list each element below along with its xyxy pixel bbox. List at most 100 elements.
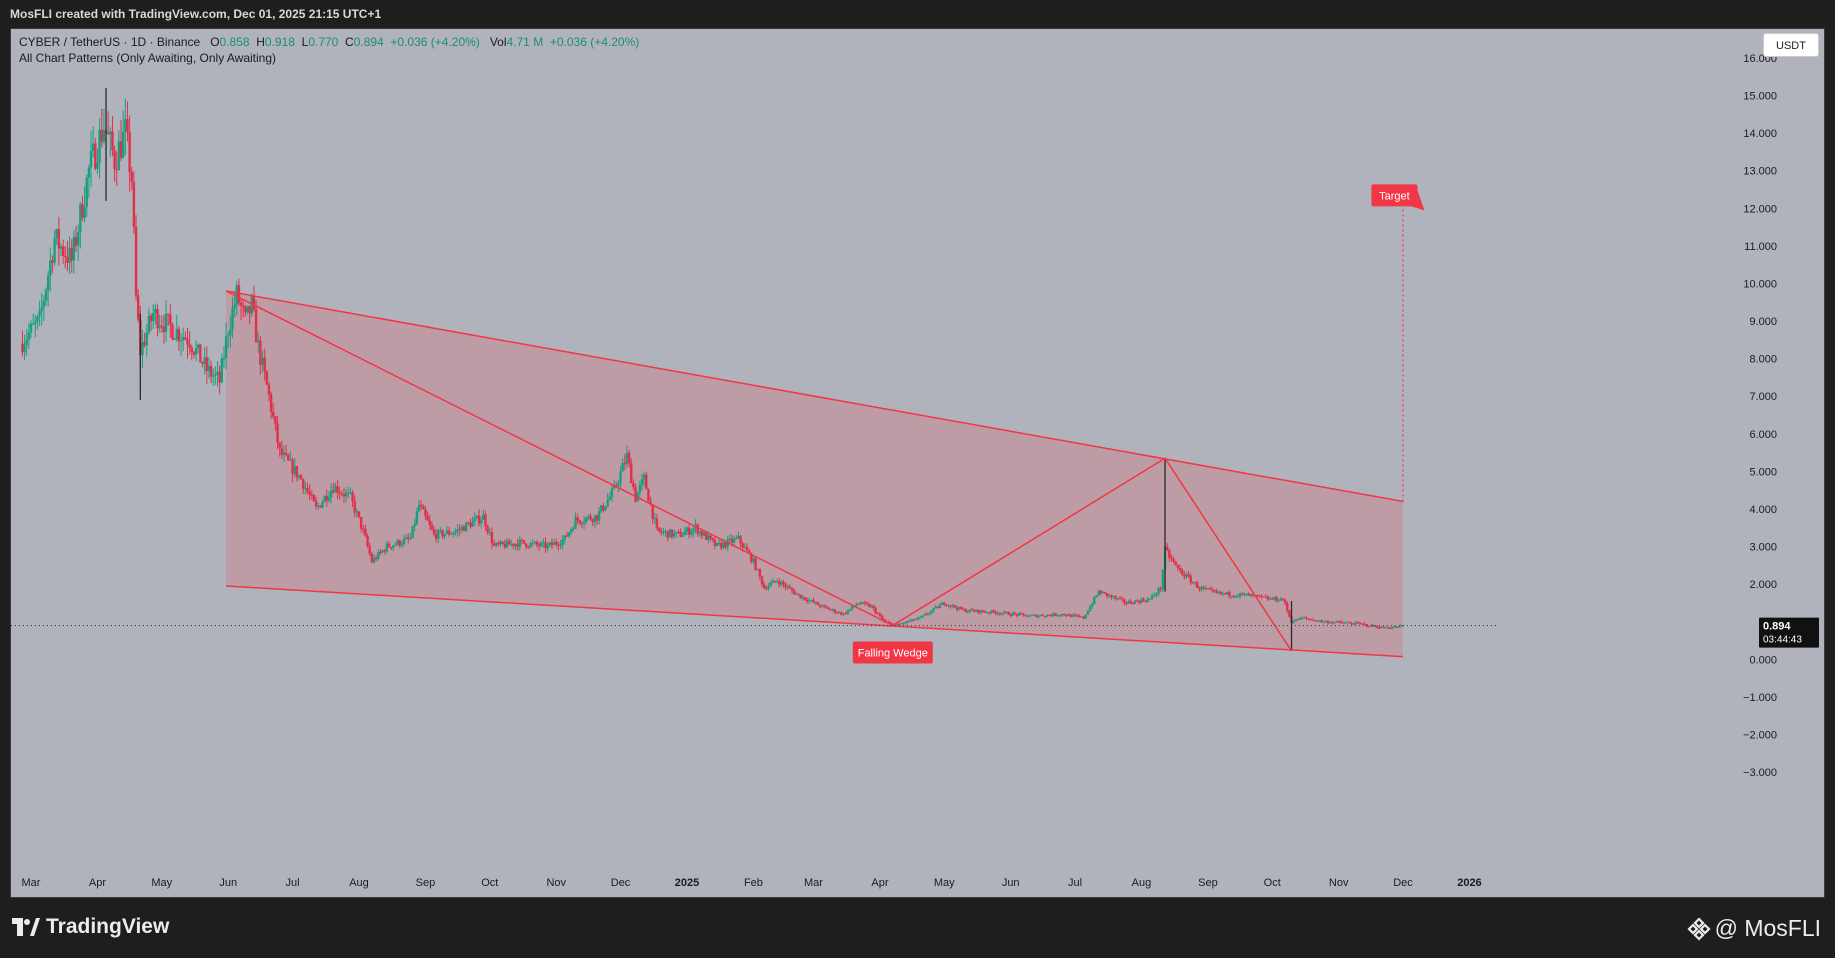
candle-body <box>876 613 879 615</box>
candle-body <box>606 499 609 507</box>
candle-body <box>227 335 230 337</box>
symbol-legend[interactable]: CYBER / TetherUS · 1D · Binance O0.858 H… <box>19 35 639 49</box>
x-tick-label: Aug <box>1132 877 1152 889</box>
candle-body <box>672 532 676 537</box>
candle-body <box>883 618 886 622</box>
candle-body <box>244 306 247 313</box>
candle-body <box>940 602 944 605</box>
candle-body <box>66 257 69 263</box>
candle-body <box>1215 591 1218 593</box>
candle-body <box>784 584 787 588</box>
candle-body <box>1189 576 1192 583</box>
candle-body <box>960 606 963 610</box>
candle-body <box>1202 587 1205 589</box>
candle-body <box>1245 593 1248 595</box>
indicator-legend[interactable]: All Chart Patterns (Only Awaiting, Only … <box>19 51 277 65</box>
candle-body <box>516 543 519 547</box>
candle-body <box>417 504 421 512</box>
candle-body <box>585 517 588 522</box>
candle-body <box>475 515 479 518</box>
candle-body <box>334 486 337 493</box>
candle-body <box>842 613 845 615</box>
candle-body <box>610 488 614 497</box>
candle-body <box>471 521 474 527</box>
candle-body <box>1082 616 1085 619</box>
candle-body <box>374 557 378 560</box>
currency-button[interactable]: USDT <box>1763 33 1819 57</box>
candle-body <box>919 617 922 619</box>
candle-body <box>319 505 322 508</box>
high-label: H <box>256 35 265 49</box>
chart-pane[interactable]: Falling Wedge Target 16.000 15.000 14.000 13.… <box>10 28 1825 898</box>
candle-body <box>443 533 446 537</box>
x-tick-label: Apr <box>871 877 888 889</box>
candle-body <box>947 605 950 607</box>
candle-body <box>1005 611 1008 613</box>
candle-body <box>1369 624 1373 627</box>
candle-body <box>655 518 659 528</box>
candle-body <box>220 358 223 383</box>
candle-body <box>306 487 309 492</box>
candle-body <box>829 609 832 611</box>
candle-body <box>1386 627 1390 629</box>
candle-body <box>565 535 569 537</box>
candle-body <box>696 524 699 534</box>
tradingview-brand[interactable]: TradingView <box>12 915 169 939</box>
pattern-zigzag[interactable] <box>225 290 1293 652</box>
wedge-upper-line[interactable] <box>225 290 1404 503</box>
candle-body <box>372 557 376 563</box>
candle-body <box>91 143 95 151</box>
x-tick-label: May <box>934 877 955 889</box>
candle-body <box>329 490 333 498</box>
x-tick-label: Jul <box>286 877 300 889</box>
candle-body <box>572 528 575 530</box>
candle-body <box>1320 620 1323 622</box>
candle-body <box>874 608 877 614</box>
price-chart[interactable]: Falling WedgeTarget16.00015.00014.00013.… <box>11 29 1824 897</box>
candle-body <box>42 300 46 308</box>
candle-body <box>113 150 116 170</box>
candle-body <box>1084 614 1087 619</box>
candle-body <box>1354 622 1358 625</box>
target-label-box[interactable] <box>1371 184 1418 207</box>
attribution-bar: MosFLI created with TradingView.com, Dec… <box>0 0 1835 28</box>
candle-body <box>966 611 970 613</box>
candle-body <box>525 543 528 547</box>
candle-body <box>79 204 82 233</box>
candle-body <box>822 605 826 607</box>
candle-body <box>1039 615 1042 617</box>
falling-wedge-label-box[interactable] <box>852 641 933 664</box>
y-tick-label: −1.000 <box>1743 692 1777 704</box>
candle-body <box>29 323 33 333</box>
candle-body <box>1009 614 1012 616</box>
candle-body <box>724 542 727 547</box>
candle-body <box>799 594 802 599</box>
candle-body <box>40 307 43 312</box>
brand-name: TradingView <box>46 915 170 938</box>
close-value: 0.894 <box>353 35 384 49</box>
candle-body <box>1380 626 1383 629</box>
candle-body <box>775 581 779 583</box>
candle-body <box>1003 611 1006 614</box>
x-tick-label: Dec <box>611 877 631 889</box>
candle-body <box>87 167 91 178</box>
candle-body <box>722 542 725 549</box>
candle-body <box>837 612 841 614</box>
candle-body <box>344 492 348 497</box>
candle-body <box>880 615 884 619</box>
candle-body <box>310 494 314 496</box>
candle-body <box>739 535 742 544</box>
candle-body <box>492 543 496 546</box>
candle-body <box>827 607 830 610</box>
y-tick-label: 0.000 <box>1749 654 1777 666</box>
candle-body <box>537 544 541 547</box>
candle-body <box>857 603 860 605</box>
candle-body <box>203 357 206 365</box>
candle-body <box>231 308 234 330</box>
candle-body <box>1041 615 1045 617</box>
candle-body <box>464 522 468 532</box>
candle-body <box>807 600 811 602</box>
candle-body <box>1069 614 1072 617</box>
wedge-lower-line[interactable] <box>226 585 1404 658</box>
y-tick-label: 5.000 <box>1749 466 1777 478</box>
